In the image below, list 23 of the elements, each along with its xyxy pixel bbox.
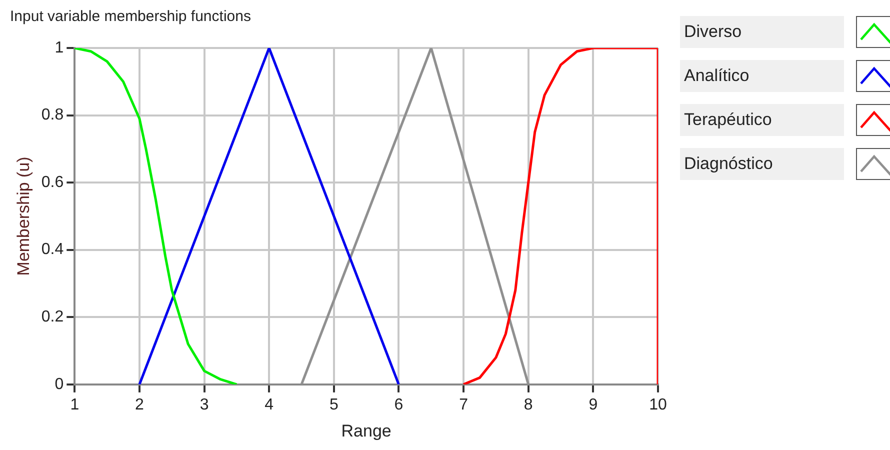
x-axis-title: Range xyxy=(341,421,392,440)
y-tick-label: 0.4 xyxy=(41,241,64,258)
x-tick-label: 8 xyxy=(524,396,533,414)
x-tick-label: 6 xyxy=(394,396,404,414)
x-tick-label: 3 xyxy=(200,396,209,414)
x-tick-label: 5 xyxy=(329,396,338,414)
y-axis-title: Membership (u) xyxy=(14,156,33,276)
x-tick-label: 4 xyxy=(264,396,274,414)
y-tick-label: 0.2 xyxy=(41,308,64,326)
x-tick-label: 1 xyxy=(70,396,80,414)
y-tick-label: 0 xyxy=(54,376,64,393)
y-tick-label: 0.6 xyxy=(41,174,64,191)
x-tick-label: 2 xyxy=(135,396,144,414)
text: Diagnóstico xyxy=(680,148,844,180)
x-tick-label: 7 xyxy=(459,396,468,414)
chart-title: Input variable membership functions xyxy=(10,8,251,26)
y-tick-label: 0.8 xyxy=(41,106,64,124)
series-label: Terapéutico xyxy=(680,104,844,136)
y-tick-label: 1 xyxy=(54,39,64,56)
text: Diverso xyxy=(680,16,844,48)
x-tick-label: 9 xyxy=(588,396,598,414)
x-tick-label: 10 xyxy=(649,396,667,414)
text: Analítico xyxy=(680,60,844,92)
